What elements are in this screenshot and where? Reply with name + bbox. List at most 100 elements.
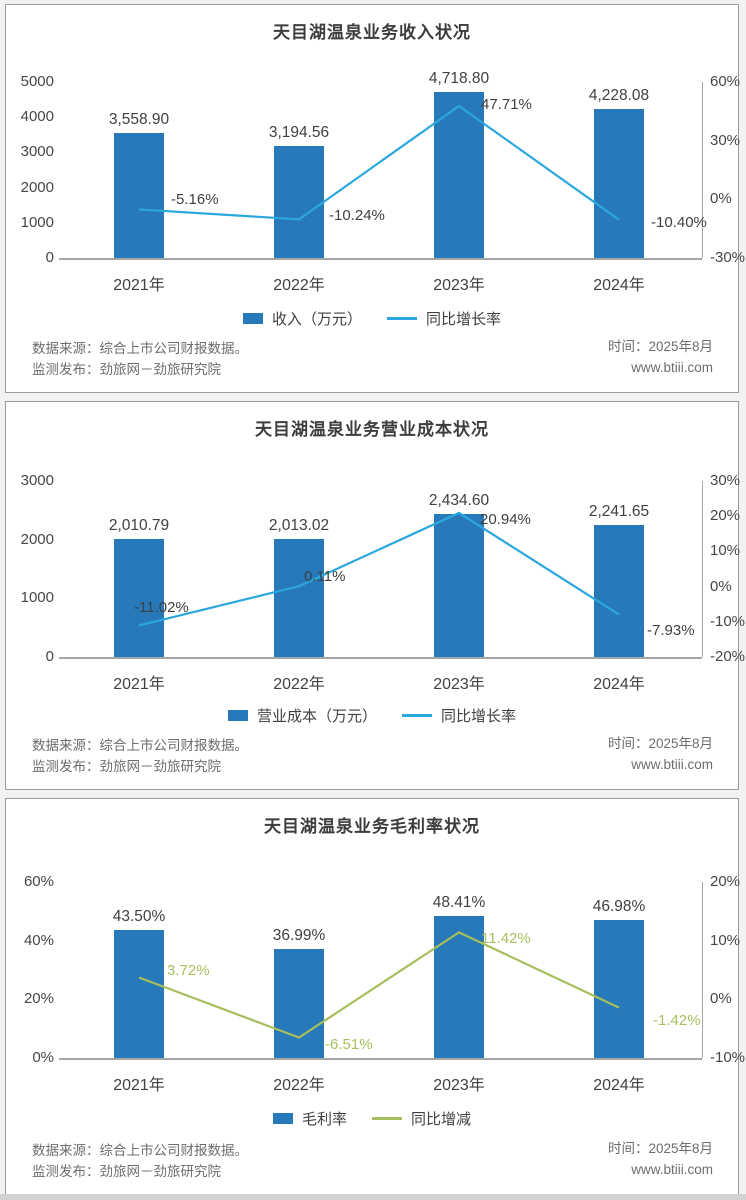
- publisher-line: 监测发布：劲旅网－劲旅研究院: [32, 1164, 221, 1179]
- data-source-note: 数据来源：综合上市公司财报数据。 监测发布：劲旅网－劲旅研究院: [32, 338, 248, 380]
- source-line: 数据来源：综合上市公司财报数据。: [32, 341, 248, 356]
- data-source-note: 数据来源：综合上市公司财报数据。 监测发布：劲旅网－劲旅研究院: [32, 735, 248, 777]
- y-axis-tick-label: 3000: [20, 472, 54, 489]
- bar-legend-label: 收入（万元）: [271, 311, 362, 328]
- right-axis-line: [702, 82, 703, 258]
- line-legend-swatch: [387, 317, 417, 320]
- y-axis-tick-label: 2000: [20, 530, 54, 548]
- bar-value-label: 4,718.80: [428, 69, 490, 87]
- line-point-label: -6.51%: [325, 1035, 373, 1053]
- data-source-note: 数据来源：综合上市公司财报数据。 监测发布：劲旅网－劲旅研究院: [32, 1140, 248, 1182]
- x-axis-label: 2024年: [593, 1077, 645, 1094]
- report-time: 时间：2025年8月: [607, 736, 713, 751]
- bar: [274, 538, 324, 657]
- bar: [114, 930, 164, 1058]
- y-axis-tick-label: 2000: [20, 178, 54, 196]
- source-line: 数据来源：综合上市公司财报数据。: [32, 1143, 248, 1158]
- line-point-label: 11.42%: [481, 930, 531, 948]
- line-legend-label: 同比增长率: [441, 708, 517, 725]
- bar: [434, 514, 484, 657]
- right-axis-tick-label: -10%: [710, 1049, 746, 1066]
- bar-value-label: 36.99%: [272, 927, 326, 945]
- publisher-line: 监测发布：劲旅网－劲旅研究院: [32, 759, 221, 774]
- bar: [434, 91, 484, 258]
- chart-legend: 收入（万元） 同比增长率: [6, 308, 738, 329]
- website: www.btiii.com: [631, 1162, 713, 1177]
- right-axis-tick-label: 30%: [710, 472, 741, 489]
- line-point-label: -5.16%: [171, 191, 219, 209]
- right-axis-tick-label: 10%: [710, 542, 741, 560]
- y-axis-tick-label: 0%: [32, 1049, 54, 1066]
- report-meta: 时间：2025年8月 www.btiii.com: [608, 1138, 713, 1180]
- line-point-label: -7.93%: [647, 621, 695, 639]
- x-axis-label: 2024年: [593, 277, 645, 294]
- bar-value-label: 2,010.79: [108, 517, 170, 535]
- x-axis-label: 2024年: [593, 676, 645, 693]
- bar: [434, 915, 484, 1058]
- line-point-label: 3.72%: [167, 961, 210, 979]
- bar-value-label: 4,228.08: [588, 87, 650, 105]
- bar-value-label: 48.41%: [432, 893, 486, 911]
- right-axis-tick-label: 0%: [710, 190, 732, 208]
- report-meta: 时间：2025年8月 www.btiii.com: [608, 733, 713, 775]
- bar: [274, 145, 324, 258]
- report-time: 时间：2025年8月: [607, 339, 713, 354]
- publisher-line: 监测发布：劲旅网－劲旅研究院: [32, 362, 221, 377]
- line-legend-swatch: [372, 1117, 402, 1120]
- right-axis-tick-label: 0%: [710, 577, 732, 595]
- bar-value-label: 43.50%: [112, 908, 166, 926]
- report-meta: 时间：2025年8月 www.btiii.com: [608, 336, 713, 378]
- bar-value-label: 3,558.90: [108, 110, 170, 128]
- y-axis-tick-label: 40%: [23, 931, 54, 949]
- chart-panel-operating-cost: 天目湖温泉业务营业成本状况 营业成本（万元） 同比增长率 数据来源：综合上市公司…: [5, 401, 745, 790]
- right-axis-tick-label: -30%: [710, 249, 746, 266]
- bar-legend-label: 毛利率: [301, 1111, 347, 1128]
- chart-legend: 毛利率 同比增减: [6, 1108, 738, 1129]
- line-point-label: 47.71%: [481, 96, 532, 114]
- right-axis-tick-label: 10%: [710, 931, 741, 949]
- bar-value-label: 2,013.02: [268, 516, 330, 534]
- x-axis-label: 2021年: [113, 277, 165, 294]
- right-axis-tick-label: 20%: [710, 873, 741, 890]
- bar: [594, 920, 644, 1058]
- x-axis-label: 2021年: [113, 676, 165, 693]
- source-line: 数据来源：综合上市公司财报数据。: [32, 738, 248, 753]
- y-axis-tick-label: 1000: [20, 589, 54, 607]
- x-axis-label: 2022年: [273, 676, 325, 693]
- line-point-label: -10.24%: [329, 207, 385, 225]
- line-legend-label: 同比增减: [411, 1111, 472, 1128]
- chart-panel-revenue: 天目湖温泉业务收入状况 收入（万元） 同比增长率 数据来源：综合上市公司财报数据…: [5, 4, 745, 393]
- right-axis-line: [702, 882, 703, 1058]
- x-axis-line: [59, 258, 702, 260]
- y-axis-tick-label: 4000: [20, 108, 54, 126]
- y-axis-tick-label: 1000: [20, 213, 54, 231]
- right-axis-tick-label: 60%: [710, 73, 741, 90]
- website: www.btiii.com: [631, 757, 713, 772]
- chart-title: 天目湖温泉业务毛利率状况: [264, 817, 480, 836]
- bar: [114, 539, 164, 657]
- website: www.btiii.com: [631, 360, 713, 375]
- right-axis-tick-label: -10%: [710, 612, 746, 630]
- line-point-label: 20.94%: [480, 510, 531, 528]
- chart-legend: 营业成本（万元） 同比增长率: [6, 705, 738, 726]
- page-bottom-strip: [0, 1194, 746, 1200]
- right-axis-tick-label: 30%: [710, 131, 741, 149]
- bar-legend-label: 营业成本（万元）: [256, 708, 377, 725]
- x-axis-label: 2023年: [433, 277, 485, 294]
- line-point-label: 0.11%: [304, 568, 346, 586]
- x-axis-line: [59, 1058, 702, 1060]
- right-axis-tick-label: 0%: [710, 990, 732, 1008]
- x-axis-line: [59, 657, 702, 659]
- bar-legend-swatch: [272, 1113, 293, 1124]
- bar-legend-swatch: [227, 710, 248, 721]
- y-axis-tick-label: 60%: [23, 873, 54, 890]
- right-axis-line: [702, 481, 703, 657]
- chart-title: 天目湖温泉业务收入状况: [273, 23, 471, 42]
- line-legend-label: 同比增长率: [426, 311, 502, 328]
- report-time: 时间：2025年8月: [607, 1141, 713, 1156]
- chart-panel-gross-margin: 天目湖温泉业务毛利率状况 毛利率 同比增减 数据来源：综合上市公司财报数据。 监…: [5, 798, 745, 1195]
- line-legend-swatch: [402, 714, 432, 717]
- y-axis-tick-label: 0: [45, 648, 54, 665]
- y-axis-tick-label: 3000: [20, 143, 54, 161]
- bar-value-label: 46.98%: [592, 898, 646, 916]
